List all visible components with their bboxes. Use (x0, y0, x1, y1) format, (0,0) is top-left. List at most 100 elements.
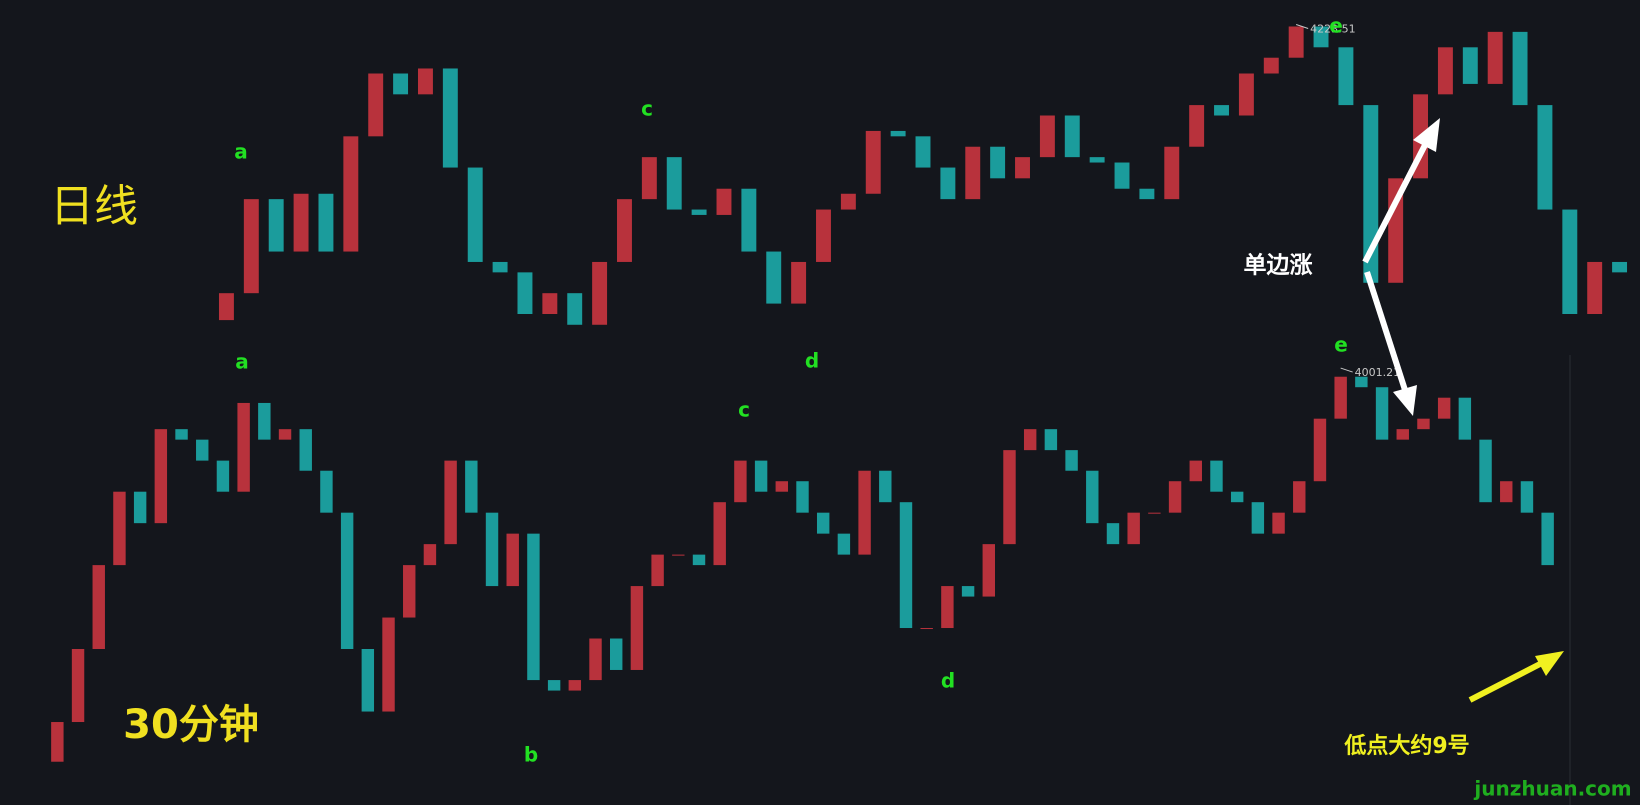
candle (278, 429, 292, 440)
candle (1210, 460, 1223, 492)
candle (465, 460, 478, 513)
candle (51, 722, 64, 762)
candle (527, 533, 540, 681)
candle (666, 157, 682, 210)
candle (915, 136, 931, 168)
candle (218, 293, 234, 321)
candle (840, 193, 856, 210)
candle (990, 146, 1006, 179)
candle (133, 491, 147, 524)
candle (734, 460, 747, 503)
candle (1313, 26, 1329, 48)
candle (920, 628, 933, 630)
wave-label: a (234, 140, 248, 164)
candle (716, 188, 732, 215)
candle (361, 648, 375, 712)
candle (175, 429, 188, 440)
candle (796, 481, 809, 513)
candle (382, 617, 395, 712)
wave-label: e (1329, 14, 1343, 38)
candle (293, 193, 309, 252)
wave-label: d (941, 669, 955, 693)
candle (196, 439, 209, 461)
max-label: 4001.21 (1355, 366, 1401, 379)
candle (1334, 376, 1347, 419)
candle (1537, 105, 1553, 210)
candle (403, 565, 416, 618)
max-marker (1295, 24, 1309, 29)
candle (568, 680, 582, 691)
candle (940, 167, 956, 200)
candle (1148, 512, 1161, 514)
candle (1562, 209, 1578, 315)
watermark: junzhuan.com (1473, 777, 1631, 801)
candle (592, 261, 608, 325)
candle (368, 73, 384, 137)
candle (1023, 429, 1037, 451)
candle (393, 73, 409, 95)
wave-label: a (235, 350, 249, 374)
candle (651, 554, 664, 587)
candle (692, 554, 706, 566)
candle (1288, 26, 1304, 58)
candle (71, 648, 85, 723)
candle (1238, 73, 1254, 116)
candle (1064, 115, 1080, 158)
candle (1487, 31, 1503, 84)
candle (713, 502, 726, 566)
candle (899, 502, 913, 629)
candle (1263, 57, 1279, 74)
wave-label: c (641, 97, 653, 121)
candle (1214, 105, 1229, 116)
candle (343, 136, 359, 252)
candle (1089, 157, 1105, 163)
candle (982, 544, 995, 597)
candle (1417, 418, 1430, 430)
candle (791, 261, 807, 304)
candle (610, 638, 623, 670)
candle (589, 638, 602, 681)
candle (1189, 460, 1202, 482)
daily-chart: 4223.51 (218, 23, 1628, 325)
arrows (1362, 118, 1440, 416)
candle (506, 533, 519, 587)
candle (691, 209, 707, 215)
candle (1164, 146, 1180, 200)
candle (1039, 115, 1055, 158)
candle (1251, 502, 1265, 534)
candle (492, 261, 508, 273)
candle (1139, 188, 1155, 200)
candle (1541, 512, 1554, 566)
candle (837, 533, 851, 555)
candle (320, 470, 333, 513)
candle (1375, 387, 1389, 440)
candle (1437, 47, 1453, 95)
candle (485, 512, 499, 587)
wave-label: b (524, 743, 538, 767)
candle (542, 293, 558, 315)
candle (617, 199, 632, 262)
candle (1500, 481, 1513, 503)
candle (816, 512, 830, 534)
candle (1106, 523, 1120, 545)
yellow-arrow (1468, 651, 1564, 703)
candle (1587, 261, 1603, 315)
candle (1462, 47, 1478, 84)
candle (961, 586, 975, 597)
candle (268, 199, 284, 252)
candle (1612, 261, 1628, 273)
candle (1127, 512, 1140, 545)
candle (340, 512, 354, 649)
candle (154, 429, 168, 524)
candle (1168, 481, 1182, 513)
candle (258, 402, 271, 440)
candle (754, 460, 768, 492)
candle (1086, 470, 1099, 524)
candle (1396, 429, 1409, 440)
candle (1272, 512, 1285, 534)
candle (442, 68, 458, 168)
candle (1114, 162, 1130, 189)
candle (1044, 429, 1058, 451)
